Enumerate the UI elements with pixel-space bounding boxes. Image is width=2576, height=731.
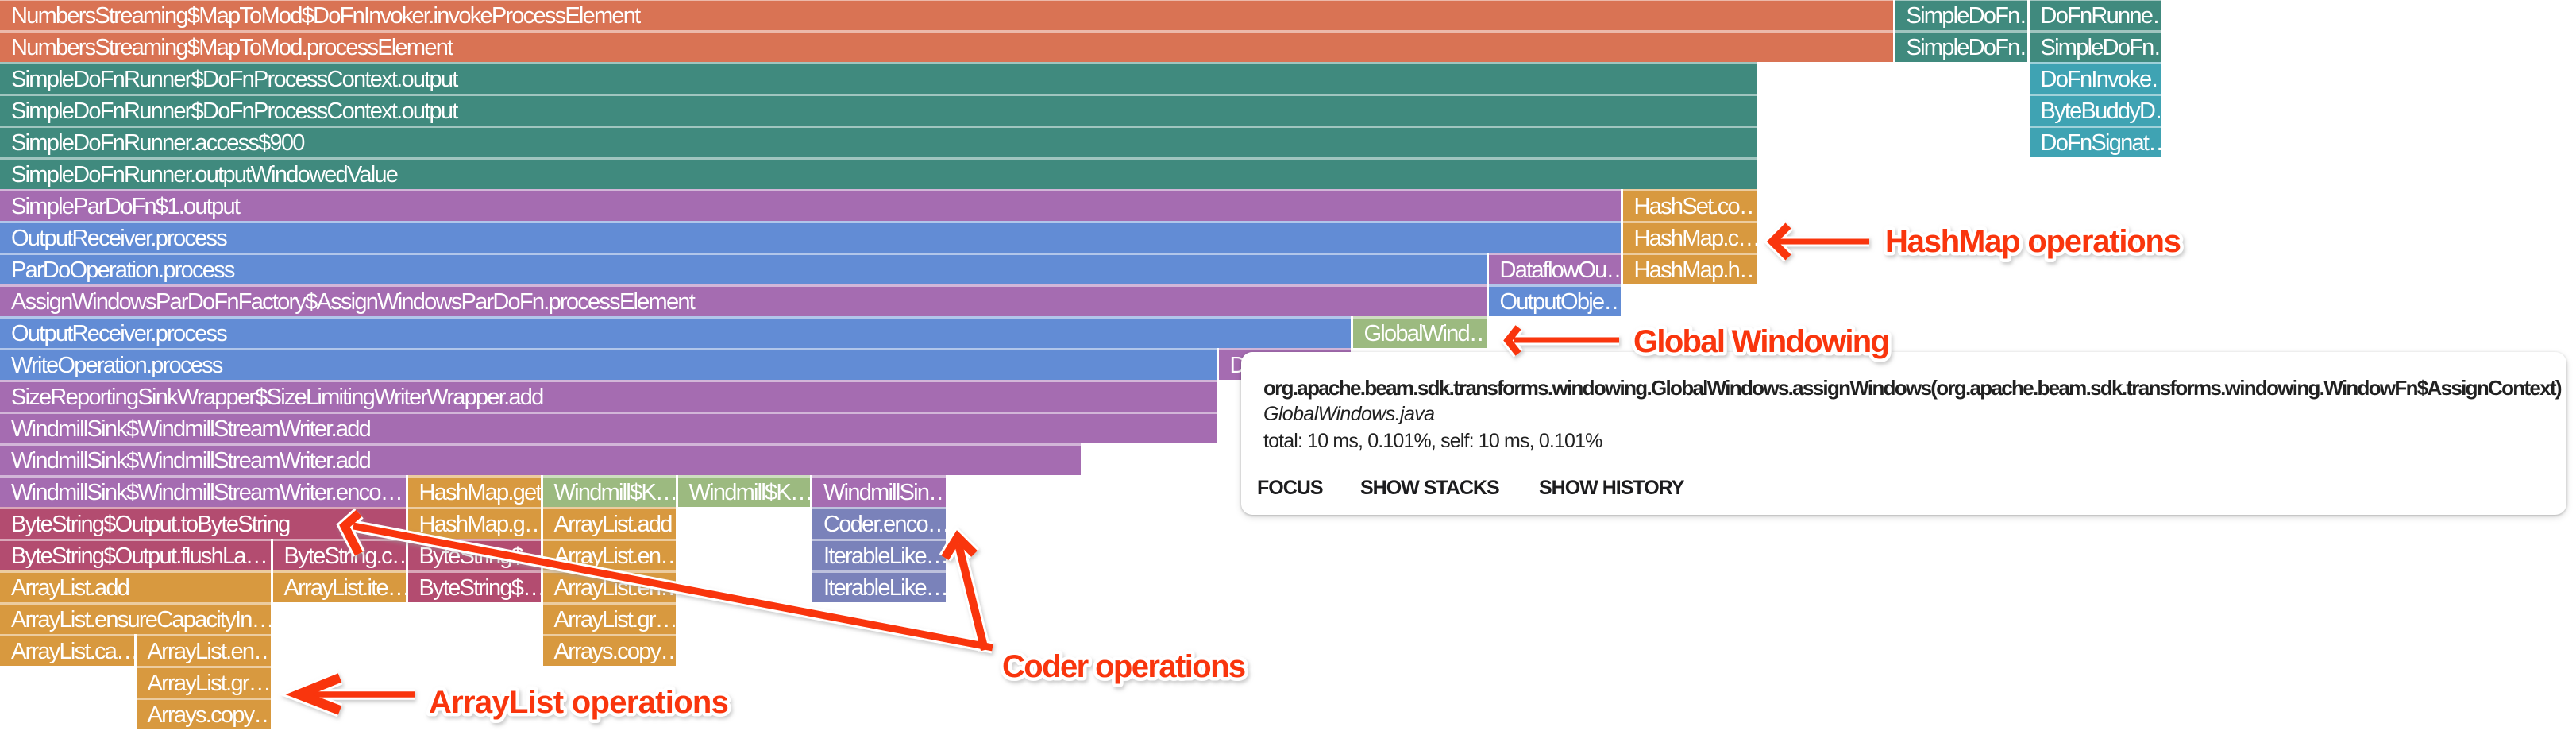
svg-text:Global Windowing: Global Windowing (1633, 324, 1888, 359)
svg-text:ArrayList operations: ArrayList operations (429, 685, 728, 720)
svg-text:Coder operations: Coder operations (1002, 649, 1245, 684)
svg-text:HashMap operations: HashMap operations (1885, 224, 2181, 259)
